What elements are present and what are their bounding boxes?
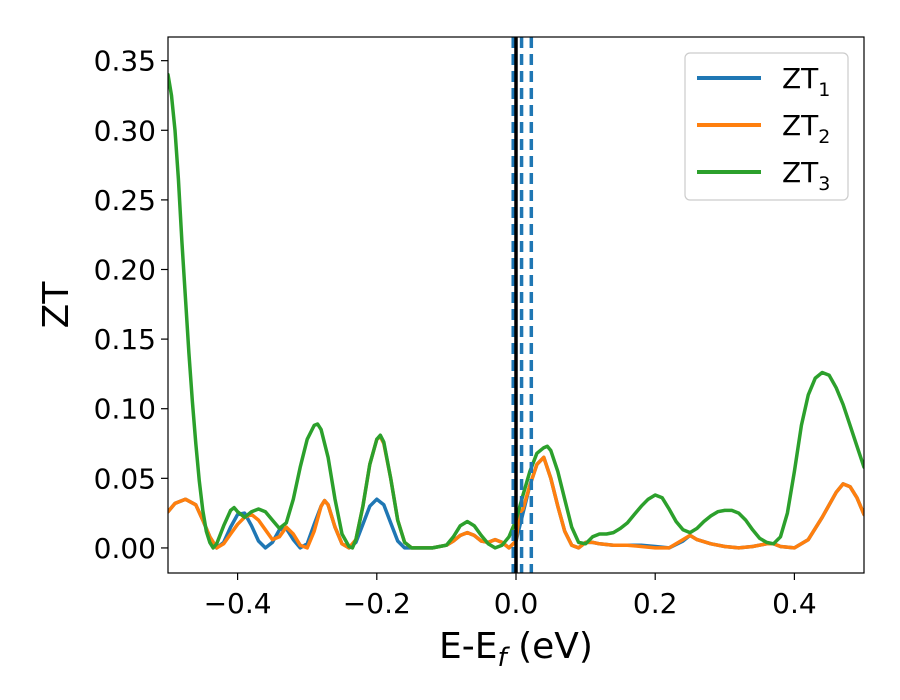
x-axis: −0.4 −0.2 0.0 0.2 0.4 bbox=[204, 573, 817, 620]
x-tick-label: −0.2 bbox=[343, 587, 411, 620]
series-lines bbox=[168, 72, 864, 550]
x-axis-label-main: E-E bbox=[439, 626, 497, 667]
y-tick-label: 0.05 bbox=[94, 462, 156, 495]
legend-label-zt1: ZT1 bbox=[782, 62, 830, 101]
y-tick-label: 0.15 bbox=[94, 323, 156, 356]
x-tick-label: −0.4 bbox=[204, 587, 272, 620]
x-tick-label: 0.0 bbox=[494, 587, 539, 620]
y-tick-label: 0.30 bbox=[94, 114, 156, 147]
legend: ZT1 ZT2 ZT3 bbox=[684, 52, 849, 201]
y-tick-label: 0.35 bbox=[94, 45, 156, 78]
legend-box bbox=[684, 52, 849, 201]
x-axis-label-unit: (eV) bbox=[507, 626, 593, 667]
series-line-zt2 bbox=[168, 434, 864, 550]
y-tick-label: 0.20 bbox=[94, 253, 156, 286]
x-axis-label: E-Ef (eV) bbox=[439, 626, 593, 673]
legend-label-zt2: ZT2 bbox=[782, 109, 830, 148]
legend-label-zt3: ZT3 bbox=[782, 156, 830, 195]
plot-area bbox=[167, 36, 865, 574]
x-tick-label: 0.4 bbox=[772, 587, 817, 620]
y-tick-label: 0.10 bbox=[94, 393, 156, 426]
reference-lines bbox=[511, 37, 534, 573]
y-tick-label: 0.00 bbox=[94, 532, 156, 565]
y-axis-label: ZT bbox=[36, 281, 77, 329]
y-tick-label: 0.25 bbox=[94, 184, 156, 217]
series-line-zt3 bbox=[168, 72, 864, 550]
y-axis: 0.00 0.05 0.10 0.15 0.20 0.25 0.30 0.35 bbox=[94, 45, 168, 565]
x-tick-label: 0.2 bbox=[633, 587, 678, 620]
